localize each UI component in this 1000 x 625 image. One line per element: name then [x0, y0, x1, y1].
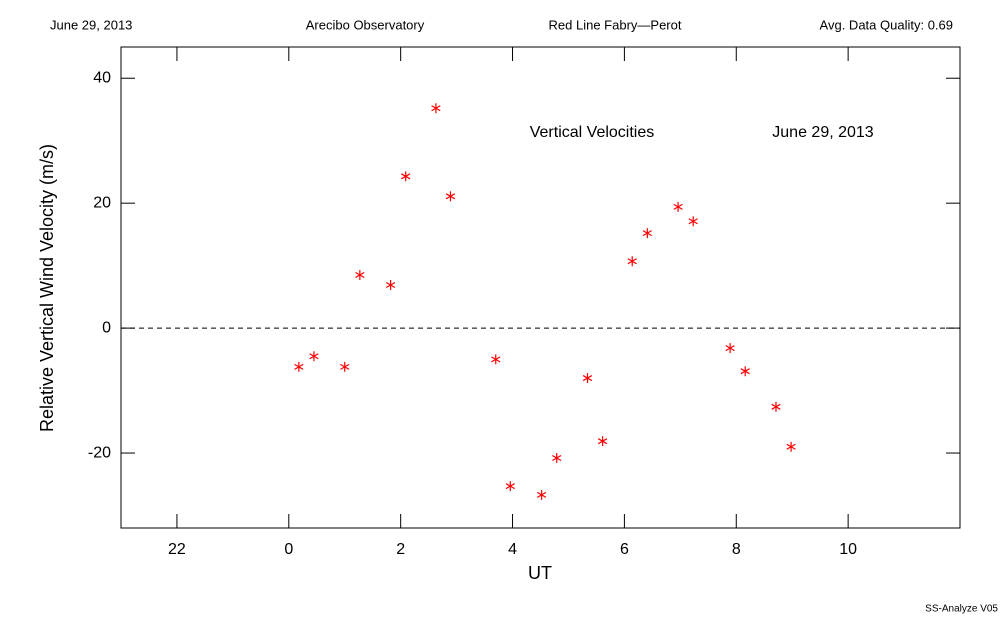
point [431, 103, 441, 114]
point [505, 481, 515, 492]
y-tick-label: 0 [102, 319, 111, 336]
point [725, 343, 735, 354]
point-stroke [491, 356, 501, 363]
annotation: June 29, 2013 [772, 124, 874, 141]
point [688, 216, 698, 227]
y-tick-label: 40 [93, 69, 111, 86]
point [340, 361, 350, 372]
point-stroke [340, 363, 350, 370]
point-stroke [552, 455, 562, 462]
point-stroke [627, 258, 637, 265]
point [294, 361, 304, 372]
point-stroke [536, 491, 547, 498]
x-tick-label: 4 [508, 541, 517, 558]
point-stroke [309, 353, 319, 360]
point [582, 373, 593, 384]
header-quality: Avg. Data Quality: 0.69 [820, 17, 953, 32]
point [445, 191, 456, 202]
x-tick-label: 6 [620, 541, 629, 558]
x-axis-label: UT [528, 563, 552, 583]
header-instrument: Red Line Fabry—Perot [549, 17, 682, 32]
point-stroke [355, 271, 365, 279]
point-stroke [740, 368, 750, 375]
point [552, 453, 562, 464]
header-site: Arecibo Observatory [306, 17, 425, 32]
x-tick-label: 10 [839, 541, 857, 558]
point-stroke [673, 203, 683, 210]
plot-frame [120, 46, 961, 529]
point-stroke [431, 105, 441, 112]
point [740, 366, 750, 377]
point [771, 401, 781, 412]
point-stroke [505, 483, 515, 490]
footer: SS-Analyze V05 [925, 604, 998, 615]
x-tick-label: 2 [396, 541, 405, 558]
point-stroke [385, 281, 396, 289]
point [355, 270, 365, 281]
point-stroke [688, 218, 698, 225]
annotation: Vertical Velocities [530, 124, 655, 141]
x-tick-label: 22 [168, 541, 186, 558]
point [627, 256, 637, 267]
header-date: June 29, 2013 [50, 17, 132, 32]
point-stroke [642, 230, 652, 237]
point [385, 280, 396, 291]
point [309, 351, 319, 362]
point-stroke [725, 345, 735, 352]
point-stroke [597, 438, 608, 445]
x-tick-label: 0 [284, 541, 293, 558]
point [597, 436, 608, 447]
point-stroke [445, 193, 456, 200]
point-stroke [786, 443, 796, 450]
point-stroke [582, 375, 593, 382]
point [491, 354, 501, 365]
point-stroke [401, 173, 411, 180]
y-tick-label: -20 [88, 444, 111, 461]
point [536, 489, 547, 500]
point [673, 201, 683, 212]
point-stroke [294, 363, 304, 370]
point [401, 171, 411, 182]
point-stroke [771, 403, 781, 410]
y-axis-label: Relative Vertical Wind Velocity (m/s) [37, 144, 57, 432]
point [786, 441, 796, 452]
y-tick-label: 20 [93, 194, 111, 211]
x-tick-label: 8 [732, 541, 741, 558]
point [642, 228, 652, 239]
